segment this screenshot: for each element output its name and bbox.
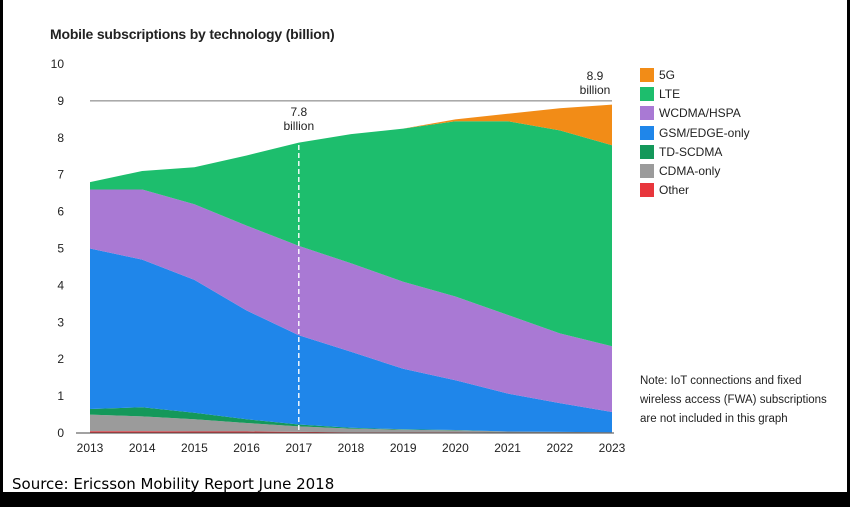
y-tick-label: 7 — [57, 168, 64, 182]
legend-label: 5G — [659, 68, 676, 82]
x-tick-label: 2020 — [442, 441, 469, 455]
legend-label: WCDMA/HSPA — [659, 106, 741, 121]
x-tick-label: 2017 — [285, 441, 312, 455]
y-tick-label: 2 — [57, 352, 64, 366]
legend-item: 5G — [640, 68, 675, 82]
legend-item: Other — [640, 183, 690, 198]
area-wcdma-hspa — [90, 189, 612, 412]
legend-label: LTE — [659, 87, 681, 102]
legend-label: GSM/EDGE-only — [659, 125, 750, 140]
legend-swatch — [640, 87, 654, 102]
x-tick-label: 2021 — [494, 441, 521, 455]
y-tick-label: 5 — [57, 242, 64, 256]
legend-swatch — [640, 68, 654, 82]
legend-item: TD-SCDMA — [640, 144, 723, 159]
x-tick-label: 2016 — [233, 441, 260, 455]
area-5g — [90, 104, 612, 183]
legend-item: LTE — [640, 87, 681, 102]
y-tick-label: 6 — [57, 205, 64, 219]
left-border — [0, 0, 3, 492]
legend-label: TD-SCDMA — [659, 144, 723, 159]
area-cdma-only — [90, 414, 612, 433]
area-td-scdma — [90, 407, 612, 433]
y-tick-label: 3 — [57, 315, 64, 329]
y-tick-label: 0 — [57, 426, 64, 440]
bottom-band — [0, 492, 850, 507]
legend-label: CDMA-only — [659, 164, 721, 178]
y-tick-label: 1 — [57, 389, 64, 403]
x-tick-label: 2018 — [338, 441, 365, 455]
chart-note: Note: IoT connections and fixed wireless… — [640, 375, 827, 425]
right-border — [847, 0, 850, 492]
legend-swatch — [640, 106, 654, 121]
x-tick-label: 2023 — [599, 441, 626, 455]
legend-swatch — [640, 183, 654, 198]
x-tick-label: 2014 — [129, 441, 156, 455]
annotation-label: billion — [580, 83, 611, 97]
legend-item: GSM/EDGE-only — [640, 125, 750, 140]
chart-svg: 0 1 2 3 4 5 6 7 8 9 10 2013 2014 2015 2016 2017 2018 2019… — [51, 57, 626, 455]
legend-swatch — [640, 164, 654, 178]
y-tick-label: 9 — [57, 94, 64, 108]
legend-swatch — [640, 125, 654, 140]
y-tick-label: 4 — [57, 278, 64, 292]
legend-item: WCDMA/HSPA — [640, 106, 741, 121]
area-gsm-edge-only — [90, 248, 612, 433]
annotation-label: 7.8 — [290, 105, 307, 119]
y-tick-label: 10 — [51, 57, 65, 71]
legend-label: Other — [659, 183, 690, 198]
legend-swatch — [640, 144, 654, 159]
source-caption: Source: Ericsson Mobility Report June 20… — [12, 475, 335, 493]
annotation-label: 8.9 — [587, 69, 604, 83]
x-tick-label: 2013 — [77, 441, 104, 455]
x-tick-label: 2015 — [181, 441, 208, 455]
area-lte — [90, 121, 612, 347]
annotation-label: billion — [283, 119, 314, 133]
chart-title: Mobile subscriptions by technology (bill… — [50, 26, 335, 42]
x-tick-label: 2022 — [546, 441, 573, 455]
legend-item: CDMA-only — [640, 164, 720, 178]
x-tick-label: 2019 — [390, 441, 417, 455]
y-tick-label: 8 — [57, 131, 64, 145]
